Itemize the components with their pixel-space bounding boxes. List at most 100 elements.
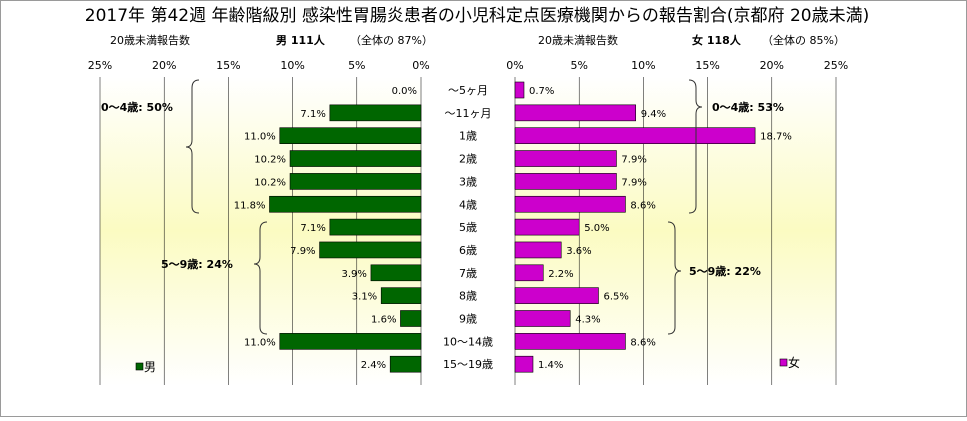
male-data-label: 11.0% — [244, 132, 276, 143]
age-category-label: 1歳 — [459, 130, 477, 143]
female-0-4-brace — [688, 79, 703, 214]
male-tick-label: 0% — [412, 59, 429, 72]
age-category-label: 5歳 — [459, 221, 477, 234]
female-5-9-brace — [667, 221, 682, 335]
male-legend-label: 男 — [144, 360, 156, 374]
female-data-label: 8.6% — [630, 200, 655, 211]
male-data-label: 7.1% — [300, 109, 325, 120]
male-bar — [289, 173, 422, 190]
female-data-label: 9.4% — [641, 109, 666, 120]
male-bar — [389, 355, 422, 373]
age-category-label: 10～14歳 — [443, 335, 493, 348]
male-bars: 0.0% 7.1% 11.0% 10.2% 10.2% 11.8% 7.1% 7.9% 3.9%… — [234, 86, 422, 373]
female-data-label: 1.4% — [538, 360, 563, 371]
male-tick-label: 20% — [152, 59, 176, 72]
male-data-label: 1.6% — [371, 315, 396, 326]
female-tick-label: 15% — [695, 59, 719, 72]
male-0-4-brace — [185, 79, 200, 214]
male-bar — [279, 127, 422, 144]
male-header-count: 男 111人 — [276, 33, 326, 47]
male-bar — [370, 264, 422, 282]
female-tick-label: 25% — [824, 59, 848, 72]
age-category-label: 7歳 — [459, 267, 477, 280]
male-bar — [289, 150, 422, 167]
female-data-label: 4.3% — [575, 315, 600, 326]
male-tick-label: 10% — [280, 59, 304, 72]
male-tick-label: 25% — [88, 59, 112, 72]
female-bar — [514, 310, 571, 327]
female-tick-label: 10% — [631, 59, 655, 72]
female-data-label: 5.0% — [584, 223, 609, 234]
age-category-label: 2歳 — [459, 153, 477, 166]
male-5-9-brace — [253, 221, 268, 335]
male-data-label: 3.1% — [352, 292, 377, 303]
male-header-label: 20歳未満報告数 — [110, 34, 190, 47]
female-bar — [514, 333, 626, 350]
female-header-label: 20歳未満報告数 — [538, 34, 618, 47]
male-bar — [329, 104, 422, 122]
male-data-label: 11.0% — [244, 337, 276, 348]
female-data-label: 18.7% — [760, 132, 792, 143]
male-data-label: 10.2% — [254, 155, 286, 166]
female-data-label: 7.9% — [621, 155, 646, 166]
female-data-label: 2.2% — [548, 269, 573, 280]
female-data-label: 0.7% — [529, 86, 554, 97]
age-category-label: ～11ヶ月 — [445, 107, 492, 120]
male-5-9-annotation: 5～9歳: 24% — [161, 257, 233, 271]
female-bar — [514, 81, 525, 99]
male-bar — [380, 287, 422, 304]
male-bar — [400, 310, 422, 327]
female-data-label: 8.6% — [630, 337, 655, 348]
female-tick-label: 0% — [506, 59, 523, 72]
female-0-4-annotation: 0～4歳: 53% — [712, 100, 784, 114]
age-category-label: 4歳 — [459, 198, 477, 211]
male-header-share: （全体の 87%） — [350, 33, 433, 47]
female-bar — [514, 150, 617, 167]
age-category-labels: ～5ヶ月 ～11ヶ月 1歳 2歳 3歳 4歳 5歳 6歳 7歳 8歳 9歳 10～14歳 15～19歳 — [443, 84, 493, 371]
female-5-9-annotation: 5～9歳: 22% — [689, 264, 761, 278]
male-bar — [279, 333, 422, 350]
male-bar — [329, 218, 422, 236]
male-data-label: 7.1% — [300, 223, 325, 234]
male-data-label: 11.8% — [234, 200, 266, 211]
male-data-label: 0.0% — [392, 86, 417, 97]
male-bar — [319, 241, 422, 259]
male-data-label: 7.9% — [290, 246, 315, 257]
male-data-label: 10.2% — [254, 177, 286, 188]
male-bar — [269, 195, 422, 213]
male-tick-label: 15% — [216, 59, 240, 72]
female-data-label: 7.9% — [621, 177, 646, 188]
female-header-share: （全体の 85%） — [762, 33, 845, 47]
female-bar — [514, 173, 617, 190]
female-legend-swatch — [779, 358, 788, 367]
age-category-label: ～5ヶ月 — [448, 84, 488, 97]
female-tick-label: 20% — [760, 59, 784, 72]
male-axis-ticks: 25% 20% 15% 10% 5% 0% — [88, 59, 430, 72]
male-tick-label: 5% — [348, 59, 365, 72]
female-bar — [514, 218, 580, 236]
female-bars: 0.7% 9.4% 18.7% 7.9% 7.9% 8.6% 5.0% 3.6% 2.2% 6.5… — [514, 81, 792, 373]
age-category-label: 6歳 — [459, 244, 477, 257]
female-data-label: 6.5% — [603, 292, 628, 303]
female-bar — [514, 104, 636, 122]
male-data-label: 3.9% — [342, 269, 367, 280]
female-legend-label: 女 — [788, 355, 800, 370]
female-tick-label: 5% — [570, 59, 587, 72]
age-category-label: 8歳 — [459, 290, 477, 303]
female-bar — [514, 195, 626, 213]
female-header-count: 女 118人 — [692, 33, 742, 47]
male-legend-swatch — [135, 362, 144, 371]
female-data-label: 3.6% — [566, 246, 591, 257]
age-category-label: 9歳 — [459, 313, 477, 326]
age-category-label: 15～19歳 — [443, 358, 493, 371]
age-category-label: 3歳 — [459, 175, 477, 188]
female-bar — [514, 355, 534, 373]
female-bar — [514, 127, 756, 144]
chart-title: 2017年 第42週 年齢階級別 感染性胃腸炎患者の小児科定点医療機関からの報告… — [85, 6, 869, 26]
male-0-4-annotation: 0～4歳: 50% — [101, 100, 173, 114]
male-data-label: 2.4% — [361, 360, 386, 371]
female-bar — [514, 264, 544, 282]
female-axis-ticks: 0% 5% 10% 15% 20% 25% — [506, 59, 848, 72]
